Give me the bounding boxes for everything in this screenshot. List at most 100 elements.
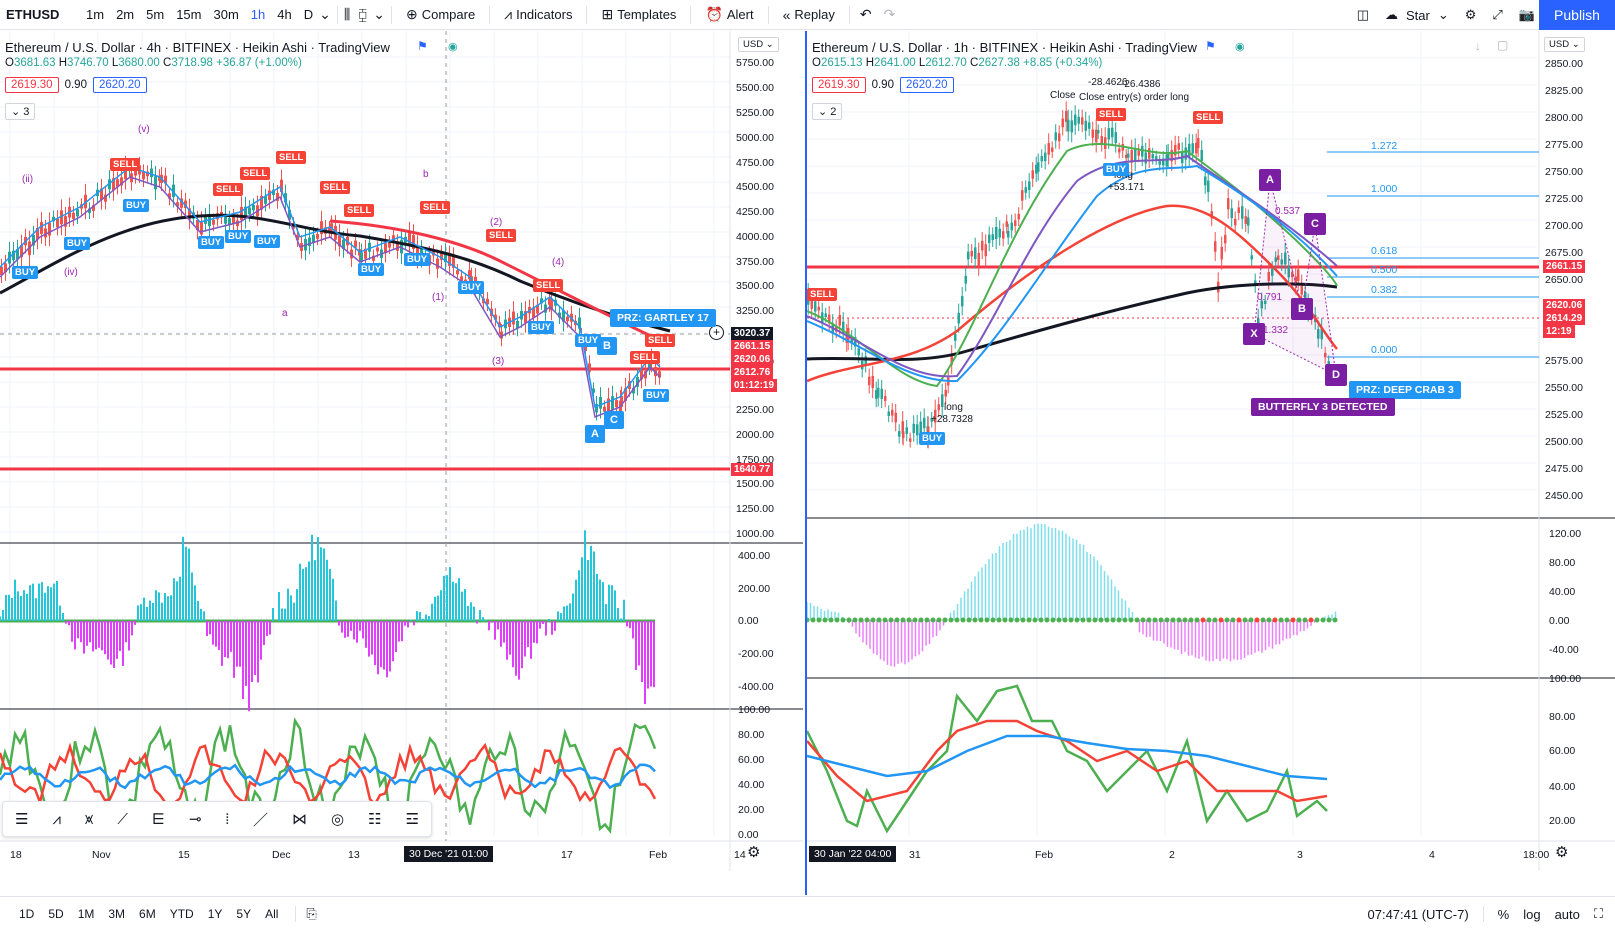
indicator-collapse-toggle[interactable]: ⌄ 2 [812, 103, 843, 120]
fib-retracement-icon[interactable]: ☷ [368, 811, 382, 828]
timeframe-5m[interactable]: 5m [146, 7, 165, 22]
xabcd-icon[interactable]: ⋈ [291, 811, 307, 828]
percent-toggle[interactable]: % [1497, 906, 1510, 922]
settings-gear-icon[interactable]: ⚙ [1555, 844, 1569, 861]
go-to-date-icon[interactable]: ⎘ [306, 905, 317, 921]
chart-settings-icon[interactable]: ⛶ [1593, 906, 1603, 921]
range-1m[interactable]: 1M [77, 906, 95, 921]
candle-body [817, 306, 820, 311]
oscillator-zero-dot [876, 617, 882, 623]
redo-icon[interactable]: ↷ [883, 6, 896, 22]
fullscreen-icon[interactable]: ⤢ [1492, 7, 1503, 22]
wave-label: (2) [490, 217, 503, 228]
currency-select[interactable]: USD ⌄ [738, 37, 779, 52]
alert-button[interactable]: ⏰ Alert [697, 6, 761, 23]
candle-body [354, 240, 357, 248]
chart-pane-1h[interactable]: Ethereum / U.S. Dollar · 1h · BITFINEX ·… [805, 31, 1615, 895]
chevron-down-icon[interactable]: ⌄ [373, 6, 385, 22]
buy-price-button[interactable]: 2620.20 [899, 77, 954, 93]
timeframe-d[interactable]: D [303, 7, 314, 22]
clock-label[interactable]: 07:47:41 (UTC-7) [1367, 906, 1469, 922]
candle-body [636, 377, 639, 387]
maximize-icon[interactable]: ▢ [1497, 38, 1509, 52]
oscillator-zero-dot [1290, 617, 1296, 623]
price-tick-label: 2725.00 [1545, 193, 1583, 205]
indicators-button[interactable]: ⩘ Indicators [496, 6, 580, 23]
timeframe-1h[interactable]: 1h [250, 7, 266, 22]
trend-line-icon[interactable]: ⟋ [117, 810, 128, 828]
star-label[interactable]: Star [1406, 7, 1430, 23]
currency-select[interactable]: USD ⌄ [1544, 37, 1585, 52]
ray-icon[interactable]: ／ [252, 811, 268, 829]
divider [586, 5, 588, 24]
chart-canvas-1h[interactable] [807, 31, 1615, 895]
compare-button[interactable]: ⊕ Compare [398, 6, 483, 23]
templates-button[interactable]: ⊞ Templates [593, 6, 684, 23]
undo-icon[interactable]: ↶ [859, 6, 872, 22]
symbol-search[interactable]: ETHUSD [6, 7, 60, 22]
flag-icon: ⚑ [1205, 39, 1216, 53]
timeframe-30m[interactable]: 30m [213, 7, 239, 22]
timeframe-1m[interactable]: 1m [86, 7, 105, 22]
candle-body [1224, 234, 1227, 244]
auto-toggle[interactable]: auto [1554, 906, 1580, 922]
candle-body [615, 400, 618, 408]
range-ytd[interactable]: YTD [169, 906, 194, 921]
publish-button[interactable]: Publish [1539, 0, 1615, 30]
stochastic-d-line [807, 719, 1328, 803]
spiral-icon[interactable]: ◎ [330, 811, 345, 828]
stochastic-k-line [807, 684, 1328, 834]
replay-button[interactable]: «Replay [775, 7, 843, 23]
settings-gear-icon[interactable]: ⚙ [747, 844, 761, 861]
candle-body [176, 202, 179, 207]
candle-body [850, 337, 853, 343]
parallel-channel-icon[interactable]: ⋿ [151, 811, 165, 828]
range-1y[interactable]: 1Y [207, 906, 223, 921]
menu-icon[interactable]: ☰ [15, 811, 29, 828]
oscillator-zero-dot [924, 617, 930, 623]
time-tick-label: 14 [734, 849, 746, 861]
oscillator-zero-dot [888, 617, 894, 623]
layout-icon[interactable]: ◫ [1356, 7, 1369, 22]
gear-icon[interactable]: ⚙ [1464, 7, 1477, 22]
chevron-down-icon[interactable]: ⌄ [1437, 7, 1449, 22]
add-alert-icon[interactable]: + [709, 325, 724, 340]
pattern-point-b: B [597, 337, 617, 355]
price-tick-label: 5750.00 [736, 57, 774, 69]
chart-canvas-4h[interactable] [0, 31, 803, 895]
pattern-abc-icon[interactable]: ⩘ [52, 810, 61, 828]
range-6m[interactable]: 6M [139, 906, 156, 921]
oscillator-zero-dot [1266, 617, 1272, 623]
support-price-tag: 1640.77 [731, 463, 774, 476]
horizontal-line-icon[interactable]: ⊸ [188, 811, 202, 828]
sell-price-button[interactable]: 2619.30 [5, 77, 59, 93]
chart-pane-4h[interactable]: Ethereum / U.S. Dollar · 4h · BITFINEX ·… [0, 31, 803, 895]
ohlc-open: 3681.63 [13, 57, 56, 69]
fib-extension-icon[interactable]: ☲ [405, 811, 419, 828]
timeframe-2m[interactable]: 2m [116, 7, 135, 22]
timeframe-15m[interactable]: 15m [176, 7, 202, 22]
log-toggle[interactable]: log [1523, 906, 1541, 922]
range-1d[interactable]: 1D [19, 906, 35, 921]
candle-body [112, 178, 115, 191]
chevron-down-icon[interactable]: ⌄ [319, 6, 331, 22]
candle-body [624, 388, 627, 401]
indicator-collapse-toggle[interactable]: ⌄ 3 [5, 103, 36, 120]
bar-style-icon[interactable]: ⫼ [343, 6, 351, 22]
buy-price-button[interactable]: 2620.20 [92, 77, 147, 93]
candle-style-icon[interactable]: ⧮ [358, 6, 368, 22]
pattern-wave-icon[interactable]: ⩙ [84, 810, 94, 828]
sell-price-button[interactable]: 2619.30 [812, 77, 866, 93]
rsi-tick-label: 60.00 [1549, 745, 1576, 757]
range-3m[interactable]: 3M [108, 906, 126, 921]
range-5d[interactable]: 5D [48, 906, 64, 921]
camera-icon[interactable]: 📷 [1518, 7, 1535, 22]
arrow-down-icon[interactable]: ↓ [1475, 39, 1481, 53]
range-all[interactable]: All [265, 906, 279, 921]
timeframe-4h[interactable]: 4h [277, 7, 292, 22]
candles-icon[interactable]: ⦙ [225, 810, 229, 828]
candle-body [824, 313, 827, 317]
range-5y[interactable]: 5Y [236, 906, 252, 921]
ema-200-line [807, 282, 1338, 362]
oscillator-zero-dot [918, 617, 924, 623]
